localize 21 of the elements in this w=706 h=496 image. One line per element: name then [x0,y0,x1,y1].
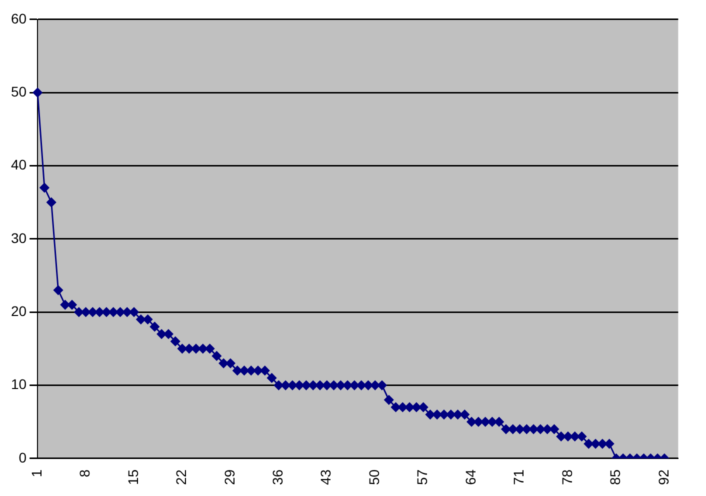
y-tick-label: 0 [18,449,27,466]
x-tick-label: 43 [318,469,334,486]
y-tick-label: 60 [10,10,27,26]
x-tick-label: 29 [221,469,238,486]
x-tick-label: 92 [655,469,672,486]
x-tick-label: 71 [510,469,527,486]
x-tick-label: 8 [76,469,93,478]
y-tick-label: 30 [10,230,27,246]
y-tick-label: 20 [10,302,27,319]
x-tick-label: 36 [270,469,286,486]
x-tick-label: 22 [173,469,190,486]
x-tick-label: 15 [124,469,141,486]
y-tick-label: 50 [10,83,27,100]
x-tick-label: 78 [558,469,575,486]
x-tick-label: 57 [414,469,430,486]
y-tick-label: 10 [10,376,27,392]
x-tick-label: 85 [607,469,624,486]
x-tick-label: 1 [28,469,44,478]
y-tick-label: 40 [10,156,27,173]
x-tick-label: 64 [462,469,478,486]
x-tick-label: 50 [366,469,382,486]
